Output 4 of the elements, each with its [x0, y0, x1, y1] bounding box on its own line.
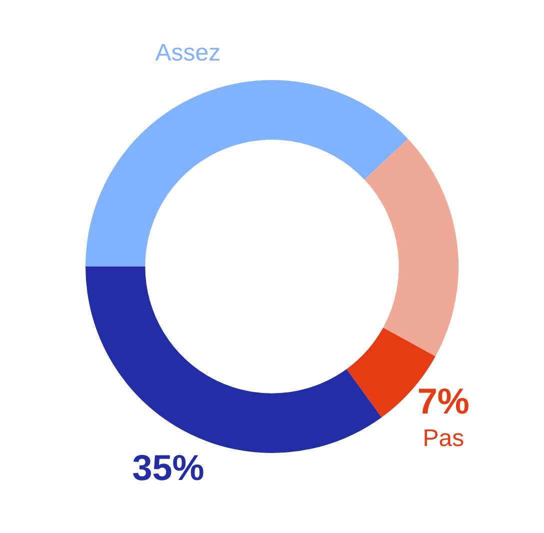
data-label: 7% [417, 380, 470, 422]
data-label: 35% [132, 447, 204, 488]
slice-label: Pas [422, 425, 464, 452]
slice-label: Assez [155, 40, 221, 67]
